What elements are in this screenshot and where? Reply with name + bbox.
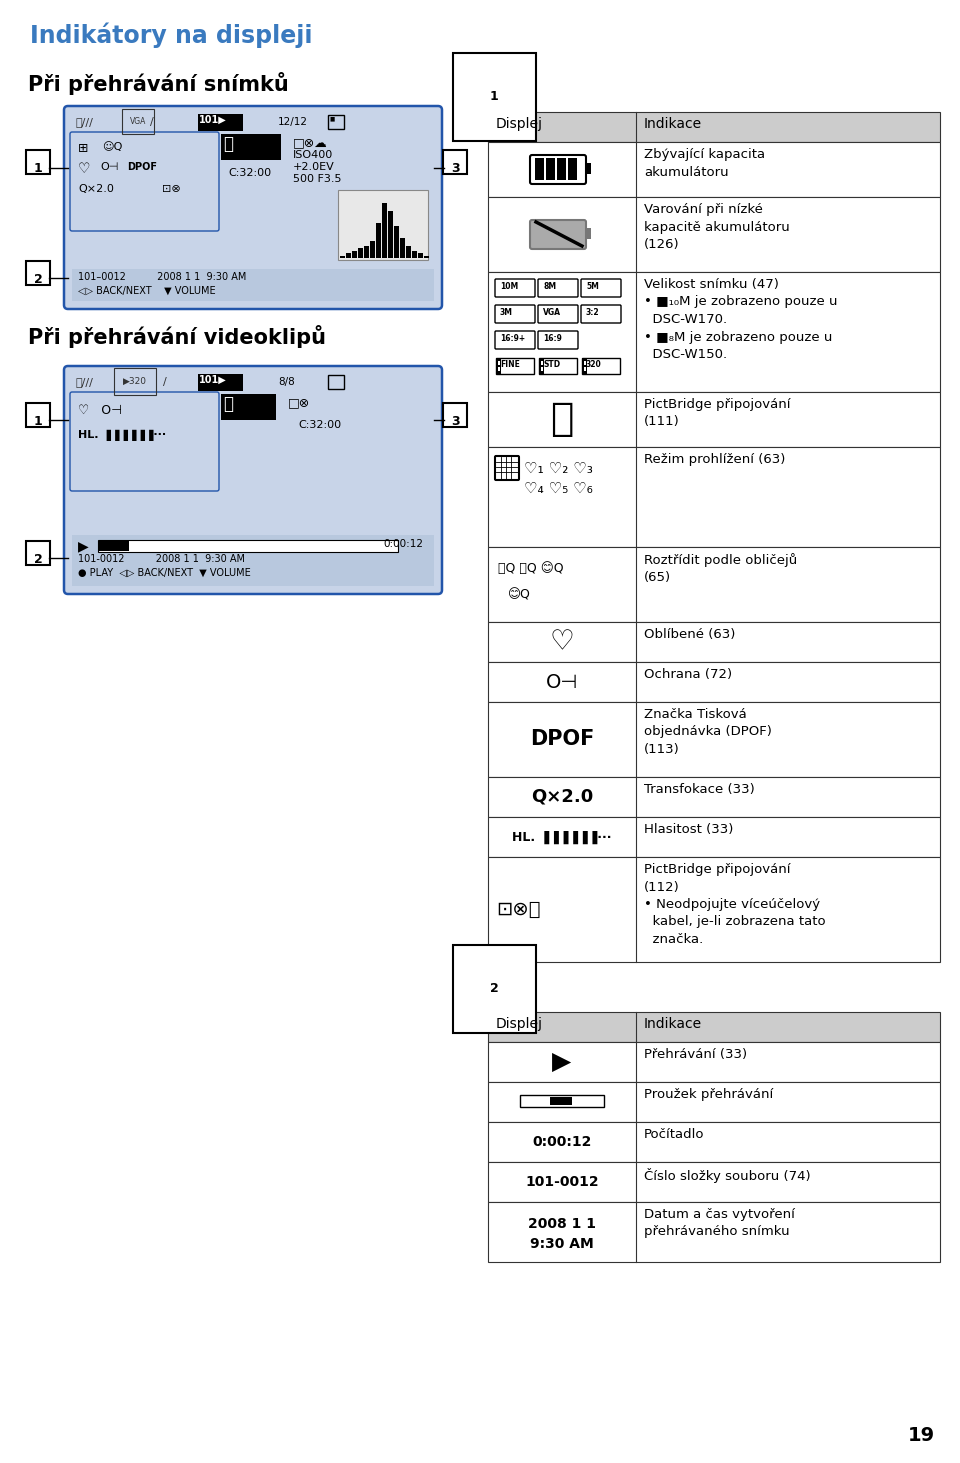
- Text: 8M: 8M: [543, 282, 556, 291]
- Text: 3:2: 3:2: [586, 309, 600, 317]
- Text: ● PLAY  ◁▷ BACK/NEXT  ▼ VOLUME: ● PLAY ◁▷ BACK/NEXT ▼ VOLUME: [78, 568, 251, 578]
- Text: ♡: ♡: [549, 628, 574, 655]
- FancyBboxPatch shape: [26, 260, 50, 285]
- Bar: [72, 269, 434, 301]
- Text: Transfokace (33): Transfokace (33): [644, 783, 755, 796]
- Bar: [338, 190, 428, 260]
- Bar: [406, 246, 411, 257]
- Text: □⊗☁: □⊗☁: [293, 136, 327, 149]
- Bar: [488, 1042, 940, 1083]
- Bar: [585, 162, 591, 174]
- Text: ☺Q: ☺Q: [102, 142, 122, 152]
- Text: 101-0012          2008 1 1  9:30 AM: 101-0012 2008 1 1 9:30 AM: [78, 554, 245, 565]
- Text: 101▶: 101▶: [199, 116, 227, 124]
- Text: HL. ▐▐▐▐▐▐···: HL. ▐▐▐▐▐▐···: [78, 430, 166, 442]
- Text: 500 F3.5: 500 F3.5: [293, 174, 342, 184]
- Bar: [72, 535, 434, 587]
- Bar: [418, 253, 423, 257]
- Bar: [221, 135, 281, 159]
- Bar: [221, 394, 276, 420]
- FancyBboxPatch shape: [530, 219, 586, 249]
- Bar: [488, 1203, 940, 1263]
- Bar: [488, 1162, 940, 1203]
- Text: ⬛///: ⬛///: [76, 117, 94, 127]
- Text: Q×2.0: Q×2.0: [531, 789, 593, 806]
- Bar: [582, 358, 587, 375]
- Bar: [352, 250, 357, 257]
- Text: ♡   O⊣: ♡ O⊣: [78, 404, 122, 417]
- Text: 101–0012          2008 1 1  9:30 AM: 101–0012 2008 1 1 9:30 AM: [78, 272, 247, 282]
- Text: Ochrana (72): Ochrana (72): [644, 669, 732, 680]
- Text: 101-0012: 101-0012: [525, 1175, 599, 1189]
- Text: Roztřídit podle obličejů
(65): Roztřídit podle obličejů (65): [644, 553, 797, 585]
- Text: C:32:00: C:32:00: [228, 168, 271, 178]
- Text: 2008 1 1: 2008 1 1: [528, 1217, 596, 1230]
- Text: FINE: FINE: [500, 360, 520, 369]
- Text: Indikace: Indikace: [644, 1017, 702, 1031]
- Bar: [582, 358, 620, 375]
- Text: 16:9+: 16:9+: [500, 334, 525, 342]
- Text: Displej: Displej: [496, 1017, 543, 1031]
- FancyBboxPatch shape: [70, 132, 219, 231]
- Text: Indikace: Indikace: [644, 117, 702, 132]
- Text: Zbývající kapacita
akumulátoru: Zbývající kapacita akumulátoru: [644, 148, 765, 178]
- Text: Značka Tisková
objednávka (DPOF)
(113): Značka Tisková objednávka (DPOF) (113): [644, 708, 772, 756]
- Text: ▶: ▶: [78, 538, 88, 553]
- Bar: [358, 249, 363, 257]
- Bar: [412, 250, 417, 257]
- FancyBboxPatch shape: [64, 366, 442, 594]
- Text: C:32:00: C:32:00: [298, 420, 341, 430]
- Text: VGA: VGA: [130, 117, 146, 126]
- Text: /: /: [163, 377, 167, 388]
- Text: 320: 320: [586, 360, 602, 369]
- Bar: [488, 272, 940, 392]
- FancyBboxPatch shape: [443, 151, 467, 174]
- Text: Přehrávání (33): Přehrávání (33): [644, 1048, 747, 1061]
- Bar: [488, 661, 940, 702]
- Text: 3M: 3M: [500, 309, 513, 317]
- Text: 👤Q 🚶Q 😊Q: 👤Q 🚶Q 😊Q: [498, 562, 564, 575]
- Bar: [424, 256, 429, 257]
- Text: VGA: VGA: [543, 309, 561, 317]
- Text: ▶: ▶: [552, 1050, 571, 1074]
- Bar: [394, 225, 399, 257]
- Text: □⊗: □⊗: [288, 396, 310, 410]
- Text: 0:00:12: 0:00:12: [383, 538, 423, 549]
- Text: ◁▷ BACK/NEXT    ▼ VOLUME: ◁▷ BACK/NEXT ▼ VOLUME: [78, 285, 216, 296]
- Text: Velikost snímku (47)
• ■₁₀M je zobrazeno pouze u
  DSC-W170.
• ■₈M je zobrazeno : Velikost snímku (47) • ■₁₀M je zobrazeno…: [644, 278, 837, 361]
- FancyBboxPatch shape: [64, 105, 442, 309]
- Text: Hlasitost (33): Hlasitost (33): [644, 824, 733, 835]
- Bar: [370, 240, 375, 257]
- Text: Q×2.0: Q×2.0: [78, 184, 114, 195]
- Bar: [488, 777, 940, 816]
- Text: ⛰: ⛰: [223, 395, 233, 413]
- Bar: [198, 375, 243, 391]
- Text: Číslo složky souboru (74): Číslo složky souboru (74): [644, 1167, 810, 1184]
- Bar: [541, 361, 543, 364]
- Bar: [488, 1083, 940, 1122]
- Text: 16:9: 16:9: [543, 334, 562, 342]
- Text: ♡₁ ♡₂ ♡₃: ♡₁ ♡₂ ♡₃: [524, 461, 593, 475]
- Text: STD: STD: [543, 360, 560, 369]
- Bar: [584, 361, 586, 364]
- FancyBboxPatch shape: [443, 402, 467, 427]
- Text: /: /: [150, 117, 154, 127]
- Bar: [550, 1097, 572, 1105]
- Bar: [520, 1094, 604, 1107]
- Bar: [198, 114, 243, 132]
- Text: 3: 3: [450, 415, 459, 429]
- Text: PictBridge připojování
(111): PictBridge připojování (111): [644, 398, 790, 429]
- FancyBboxPatch shape: [26, 541, 50, 565]
- Text: O⊣: O⊣: [546, 673, 578, 692]
- Text: Varování při nízké
kapacitě akumulátoru
(126): Varování při nízké kapacitě akumulátoru …: [644, 203, 790, 252]
- Text: ⊞: ⊞: [78, 142, 88, 155]
- Text: O⊣: O⊣: [100, 162, 118, 173]
- Text: ■: ■: [329, 116, 334, 121]
- Bar: [488, 113, 940, 142]
- Text: 1: 1: [490, 91, 499, 102]
- Text: 2: 2: [490, 982, 499, 995]
- Text: DPOF: DPOF: [127, 162, 157, 173]
- Bar: [488, 622, 940, 661]
- Bar: [496, 358, 534, 375]
- Text: Oblíbené (63): Oblíbené (63): [644, 628, 735, 641]
